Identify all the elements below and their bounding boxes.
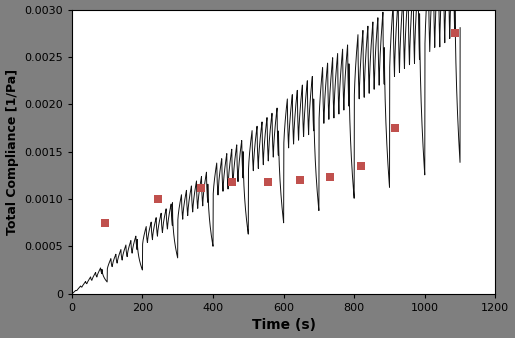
Point [451,30,459,36]
Point [325,175,334,180]
Point [264,179,272,185]
Point [228,179,236,185]
Point [197,185,205,190]
Point [296,177,304,183]
Point [154,196,162,202]
Point [357,163,366,169]
Point [101,220,110,225]
Point [391,125,399,131]
X-axis label: Time (s): Time (s) [252,318,316,333]
Y-axis label: Total Compliance [1/Pa]: Total Compliance [1/Pa] [6,69,19,235]
